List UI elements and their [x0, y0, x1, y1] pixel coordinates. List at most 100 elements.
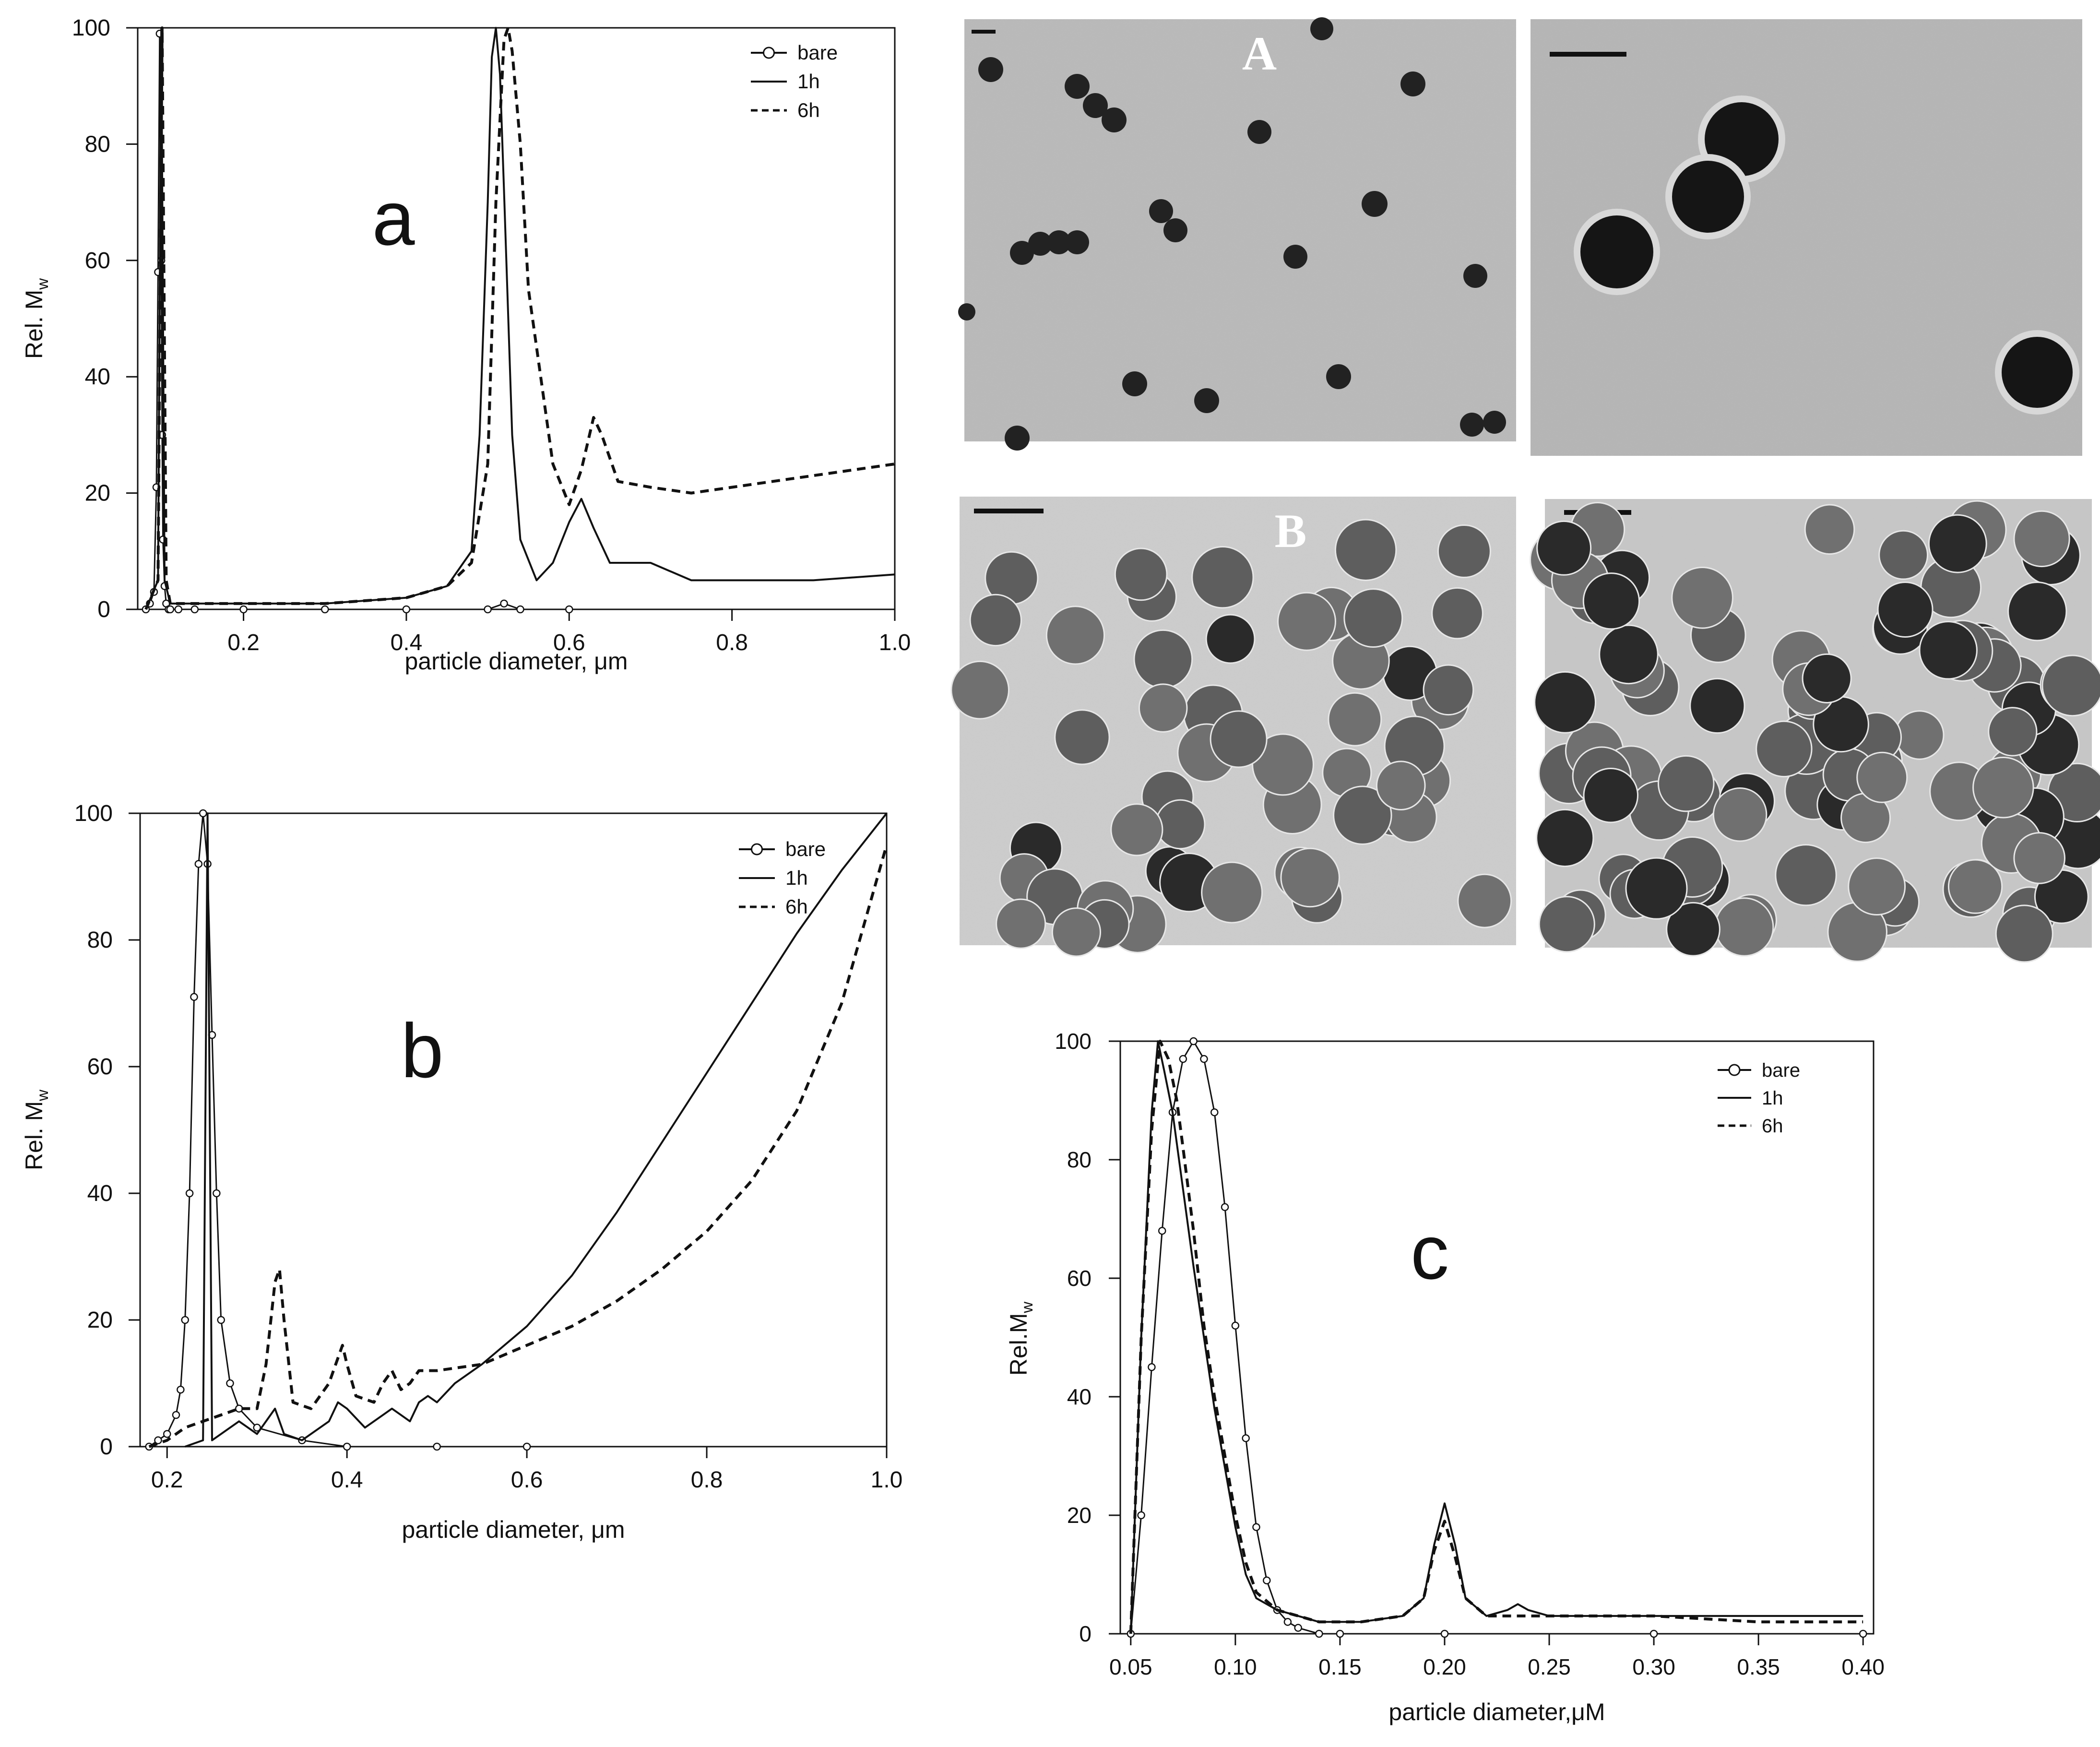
x-tick-label: 1.0 [879, 630, 911, 655]
particle [2013, 510, 2070, 568]
particle [1538, 896, 1595, 953]
particle [1155, 799, 1206, 850]
particle [1657, 755, 1715, 812]
particle [1775, 844, 1837, 906]
particle [1133, 629, 1193, 689]
particle [1205, 614, 1256, 664]
series-line-1h [145, 27, 895, 610]
particle [1988, 707, 2038, 757]
data-point-bare [433, 1442, 441, 1451]
data-point-bare [177, 1385, 185, 1394]
particle [1583, 768, 1639, 823]
data-point-bare [239, 605, 248, 614]
particle [1848, 857, 1906, 916]
x-tick-label: 0.05 [1109, 1654, 1152, 1679]
particle [1334, 519, 1397, 581]
data-point-bare [1242, 1434, 1250, 1442]
x-tick-label: 0.35 [1737, 1654, 1780, 1679]
particle [1483, 411, 1506, 434]
y-tick-label: 0 [1079, 1621, 1092, 1646]
x-tick-label: 0.4 [391, 630, 423, 655]
data-point-bare [1179, 1055, 1187, 1063]
particle [1163, 218, 1187, 242]
particle [1599, 624, 1659, 685]
particle [1423, 664, 1474, 716]
particle [1804, 504, 1855, 555]
y-axis-label: Rel. Mw [21, 278, 51, 359]
x-tick-label: 0.15 [1318, 1654, 1362, 1679]
particle [1672, 161, 1744, 233]
particle [996, 898, 1046, 949]
data-point-bare [235, 1404, 243, 1413]
particle [1689, 677, 1745, 734]
particle [1362, 191, 1388, 217]
micrograph-B-right [1530, 499, 2100, 963]
particle [1065, 230, 1089, 254]
data-point-bare [484, 605, 492, 614]
plot-frame [1119, 1040, 1875, 1635]
legend-label-6h: 6h [797, 99, 820, 121]
particle [1536, 520, 1592, 576]
legend-label-bare: bare [785, 838, 826, 860]
micrograph-B-left: B [950, 497, 1516, 957]
x-axis-label: particle diameter, μm [402, 1516, 625, 1543]
data-point-bare [1189, 1037, 1198, 1046]
micrograph-A-right [1531, 19, 2082, 456]
legend-label-1h: 1h [1762, 1088, 1783, 1109]
data-point-bare [172, 1411, 180, 1419]
data-point-bare [181, 1316, 189, 1324]
series-line-bare [145, 33, 569, 610]
particle [1051, 907, 1102, 957]
data-point-bare [1336, 1629, 1344, 1638]
data-point-bare [190, 605, 199, 614]
data-point-bare [321, 605, 329, 614]
y-tick-label: 0 [97, 597, 110, 622]
panel-letter: b [401, 1008, 444, 1093]
legend-marker-bare [751, 843, 763, 856]
particle [1457, 873, 1512, 928]
particle [1376, 761, 1426, 810]
y-tick-label: 80 [87, 927, 113, 953]
particle [958, 303, 975, 321]
y-tick-label: 100 [74, 801, 113, 826]
y-tick-label: 100 [72, 15, 110, 41]
data-point-bare [402, 605, 411, 614]
particle [1045, 606, 1105, 665]
chart-c: 0.05 0.10 0.15 0.20 0.25 0.30 0.35 0.40 0 20 40 60 8… [1005, 1029, 1885, 1725]
micrograph-B-label: B [1275, 504, 1307, 558]
particle [1802, 653, 1852, 703]
particle [1431, 587, 1483, 640]
x-tick-label: 0.4 [331, 1467, 363, 1493]
data-point-bare [166, 605, 175, 614]
micrograph-A-left: A [958, 17, 1516, 451]
particle [1895, 710, 1945, 760]
particle [1210, 710, 1268, 768]
particle [1671, 566, 1733, 629]
particle [1326, 364, 1351, 389]
particle [1582, 572, 1640, 630]
data-point-bare [1252, 1523, 1260, 1531]
data-point-bare [1283, 1618, 1292, 1626]
particle [1666, 902, 1720, 957]
legend-marker-bare [763, 47, 775, 59]
particle [1343, 588, 1403, 648]
particle [1047, 230, 1071, 254]
y-tick-label: 100 [1055, 1029, 1092, 1054]
x-tick-label: 0.8 [716, 630, 748, 655]
particle [1995, 904, 2053, 963]
panel-letter: c [1411, 1209, 1449, 1295]
data-point-bare [516, 605, 524, 614]
particle [1083, 93, 1108, 118]
data-point-bare [190, 993, 198, 1001]
particle [2002, 337, 2073, 408]
particle [1054, 709, 1110, 765]
legend-label-1h: 1h [785, 867, 808, 889]
x-axis-label: particle diameter,μM [1388, 1699, 1605, 1725]
x-tick-label: 0.20 [1423, 1654, 1466, 1679]
y-tick-label: 80 [1067, 1147, 1092, 1172]
y-axis-label: Rel. Mw [21, 1090, 51, 1170]
particle [1310, 17, 1333, 40]
series-line-1h [185, 812, 888, 1448]
particle [1856, 751, 1908, 803]
data-point-bare [199, 809, 207, 818]
